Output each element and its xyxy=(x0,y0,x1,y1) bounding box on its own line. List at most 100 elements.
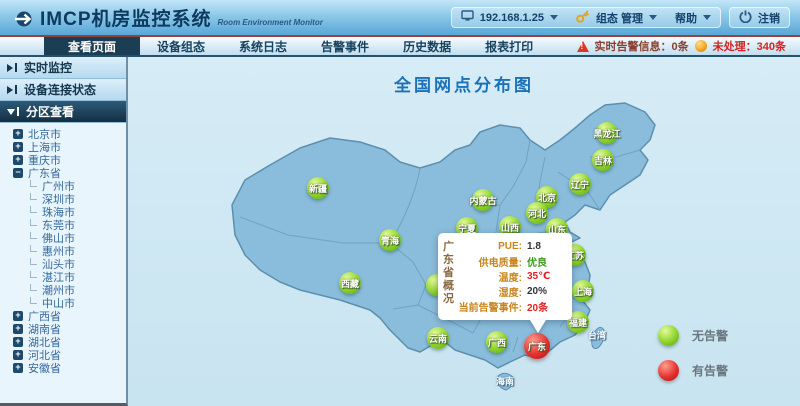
sidebar-section-1[interactable]: 实时监控 xyxy=(0,57,126,79)
plus-icon[interactable]: + xyxy=(13,349,23,360)
tree-item[interactable]: + 上海市 xyxy=(0,140,126,154)
tooltip-row-label: 湿度: xyxy=(498,288,522,299)
map-node-label: 江苏 xyxy=(565,250,584,261)
tree-item-label: 湖北省 xyxy=(28,336,61,349)
tree-item[interactable]: 深圳市 xyxy=(0,192,126,206)
legend-label: 有告警 xyxy=(692,364,729,378)
tree-connector-icon xyxy=(30,257,37,265)
header-controls: 192.168.1.25 组态 管理 帮助 注销 xyxy=(450,7,790,28)
tooltip-row-value: 20% xyxy=(527,286,548,297)
tab-4[interactable]: 告警事件 xyxy=(321,39,370,54)
map-node-ok[interactable]: 内蒙古 xyxy=(470,189,497,211)
tree-item[interactable]: 潮州市 xyxy=(0,283,126,297)
map-node-ok[interactable]: 辽宁 xyxy=(569,173,591,195)
minus-icon[interactable]: − xyxy=(13,167,23,178)
plus-icon[interactable]: + xyxy=(13,128,23,139)
sidebar-sections: 实时监控设备连接状态分区查看 xyxy=(0,57,126,123)
ip-address[interactable]: 192.168.1.25 xyxy=(479,11,544,24)
tree-item[interactable]: + 广西省 xyxy=(0,309,126,323)
map-node-ok[interactable]: 西藏 xyxy=(339,272,361,294)
tree-item[interactable]: 汕头市 xyxy=(0,257,126,271)
sidebar-section-2[interactable]: 设备连接状态 xyxy=(0,79,126,101)
realtime-alert-count[interactable]: 实时告警信息：0条 xyxy=(594,41,689,53)
tree-item-label: 潮州市 xyxy=(42,284,75,297)
sidebar-tree: + 北京市 + 上海市 + 重庆市 − 广东省 广州市 深圳市 珠海市 东莞市 佛山市 惠州市 汕头市 湛江市… xyxy=(0,123,126,375)
chevron-down-icon[interactable] xyxy=(649,15,657,20)
tab-1[interactable]: 查看页面 xyxy=(44,37,141,55)
tree-item[interactable]: 佛山市 xyxy=(0,231,126,245)
legend-label: 无告警 xyxy=(692,329,729,343)
map-node-ok[interactable]: 广西 xyxy=(486,331,508,353)
map-node-alarm[interactable]: 广东 xyxy=(524,333,550,359)
map-node-label: 青海 xyxy=(380,235,399,246)
sidebar: 实时监控 设备连接状态 分区查看 + 北京市 + 上海市 + 重庆市 − 广东省 广州市 深圳市 珠海市… xyxy=(0,57,128,406)
tree-item[interactable]: 惠州市 xyxy=(0,244,126,258)
tab-2[interactable]: 设备组态 xyxy=(157,39,206,54)
tab-6[interactable]: 报表打印 xyxy=(485,39,534,54)
tree-item-label: 河北省 xyxy=(28,349,61,362)
map-node-ok[interactable]: 云南 xyxy=(427,327,449,349)
tab-3[interactable]: 系统日志 xyxy=(239,39,288,54)
tree-item-label: 惠州市 xyxy=(42,245,75,258)
plus-icon[interactable]: + xyxy=(13,154,23,165)
map-node-label: 台湾 xyxy=(587,330,607,341)
map-node-label: 云南 xyxy=(428,333,447,344)
tree-item[interactable]: + 重庆市 xyxy=(0,153,126,167)
tree-item[interactable]: 珠海市 xyxy=(0,205,126,219)
tooltip-row: PUE: 1.8 xyxy=(454,240,566,253)
tree-item[interactable]: − 广东省 xyxy=(0,166,126,180)
map-node-label: 西藏 xyxy=(340,278,359,289)
tree-item[interactable]: 湛江市 xyxy=(0,270,126,284)
tooltip-rows: PUE: 1.8 供电质量: 优良 温度: 35℃ 湿度: 20% 当前告警事件: 20条 xyxy=(454,233,572,320)
config-menu[interactable]: 组态 管理 xyxy=(595,12,643,25)
plus-icon[interactable]: + xyxy=(13,336,23,347)
map-node-ok[interactable]: 山西 xyxy=(499,216,521,238)
sidebar-section-3[interactable]: 分区查看 xyxy=(0,101,126,123)
plus-icon[interactable]: + xyxy=(13,310,23,321)
tree-item[interactable]: 中山市 xyxy=(0,296,126,310)
map-node-label: 山西 xyxy=(500,222,519,233)
plus-icon[interactable]: + xyxy=(13,323,23,334)
logout-button[interactable]: 注销 xyxy=(729,7,790,28)
tree-item[interactable]: + 湖南省 xyxy=(0,322,126,336)
map-panel: 全国网点分布图 新疆 青海 西藏 内蒙古 宁夏 黑龙江 吉林 辽宁 北京 河北 山西 山东 江苏 上海 福建… xyxy=(128,57,800,406)
tree-item-label: 佛山市 xyxy=(42,232,75,245)
tree-item-label: 湛江市 xyxy=(42,271,75,284)
tooltip-row: 供电质量: 优良 xyxy=(454,255,566,269)
tree-item-label: 北京市 xyxy=(28,128,61,141)
map-node-ok[interactable]: 黑龙江 xyxy=(594,122,621,144)
sidebar-section-label: 分区查看 xyxy=(26,105,75,119)
map-node-ok[interactable]: 河北 xyxy=(526,202,548,224)
tree-item[interactable]: + 湖北省 xyxy=(0,335,126,349)
plus-icon[interactable]: + xyxy=(13,362,23,373)
map-node-ok[interactable]: 青海 xyxy=(379,229,401,251)
map-title: 全国网点分布图 xyxy=(394,76,534,95)
map-node-ok[interactable]: 上海 xyxy=(572,280,594,302)
app-title: IMCP机房监控系统 xyxy=(40,9,212,30)
chevron-down-icon[interactable] xyxy=(703,15,711,20)
map-node-ok[interactable]: 新疆 xyxy=(307,177,329,199)
red-ball-icon xyxy=(658,360,679,381)
tree-item[interactable]: + 河北省 xyxy=(0,348,126,362)
plus-icon[interactable]: + xyxy=(13,141,23,152)
sidebar-section-label: 实时监控 xyxy=(24,61,73,75)
tooltip-row-label: 供电质量: xyxy=(478,258,522,269)
map-node-ok[interactable]: 福建 xyxy=(567,311,589,333)
map-node-label: 上海 xyxy=(573,286,592,297)
tree-item[interactable]: 东莞市 xyxy=(0,218,126,232)
tab-bar: 查看页面 设备组态 系统日志 告警事件 历史数据 报表打印 实时告警信息：0条 未处理：3… xyxy=(0,35,800,57)
tree-item-label: 湖南省 xyxy=(28,323,61,336)
map-node-ok[interactable]: 吉林 xyxy=(592,149,614,171)
chevron-down-icon[interactable] xyxy=(549,15,558,20)
tree-item[interactable]: 广州市 xyxy=(0,179,126,193)
tab-5[interactable]: 历史数据 xyxy=(403,39,452,54)
triangle xyxy=(7,108,15,115)
chevron-right-icon xyxy=(7,85,17,94)
help-menu[interactable]: 帮助 xyxy=(675,12,697,25)
tree-item-label: 重庆市 xyxy=(28,154,61,167)
pending-alert-icon xyxy=(694,40,707,52)
pending-alert-count[interactable]: 未处理：340条 xyxy=(712,41,786,53)
session-pill: 192.168.1.25 组态 管理 帮助 xyxy=(450,7,721,28)
tree-item[interactable]: + 北京市 xyxy=(0,127,126,141)
tree-item[interactable]: + 安徽省 xyxy=(0,361,126,375)
